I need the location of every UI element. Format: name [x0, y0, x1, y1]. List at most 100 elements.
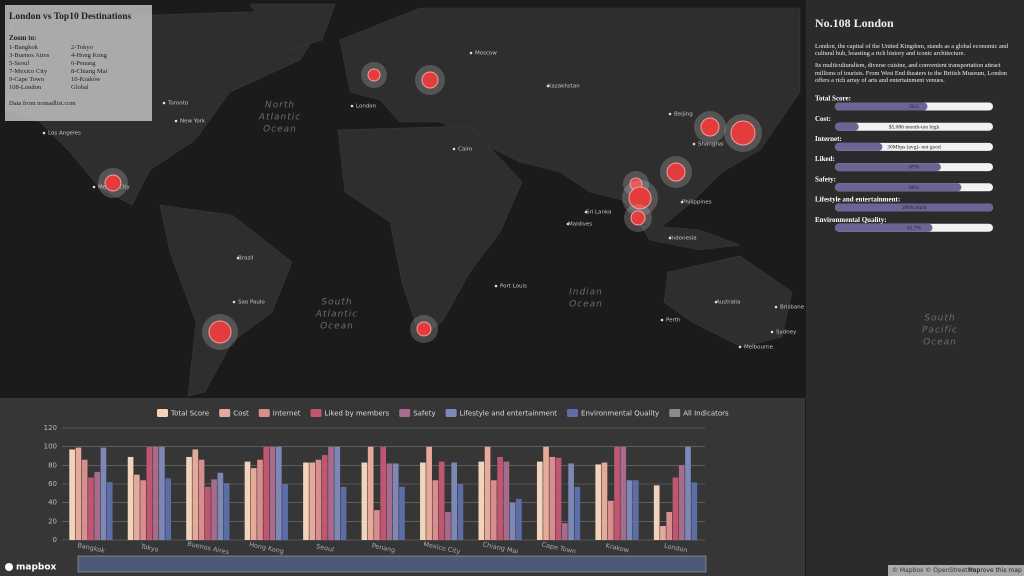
destination-marker[interactable] [367, 68, 381, 82]
bar [457, 484, 464, 540]
zoom-item[interactable]: 6-Penang [71, 60, 96, 67]
bar [509, 502, 516, 540]
layer: North Atlantic Ocean South Atlantic Ocean Indi… [5, 51, 1024, 576]
bar [678, 465, 685, 540]
zoom-item[interactable]: 4-Hong Kong [71, 52, 107, 59]
legend-swatch[interactable] [669, 409, 681, 417]
metric-label: Total Score: [815, 95, 851, 103]
destination-marker[interactable] [628, 186, 652, 210]
legend-swatch[interactable] [399, 409, 411, 417]
bar [497, 456, 503, 540]
zoom-item[interactable]: 108-London [9, 84, 42, 91]
bar [653, 485, 660, 540]
bar [165, 478, 172, 540]
zoom-label: Zoom to: [9, 34, 37, 42]
zoom-slider[interactable] [77, 555, 707, 573]
bar [438, 461, 445, 540]
bar [491, 480, 497, 540]
bar [478, 461, 485, 540]
destination-marker[interactable] [630, 210, 646, 226]
bar [244, 461, 251, 540]
legend-swatch[interactable] [157, 409, 168, 417]
ocean-label: Indian [569, 288, 603, 298]
ocean-label: Atlantic [315, 310, 358, 320]
bar [420, 462, 426, 540]
metric-bar [835, 102, 928, 111]
legend-swatch[interactable] [310, 409, 322, 417]
place-dot [494, 284, 498, 288]
bar [568, 463, 574, 540]
zoom-item[interactable]: 7-Mexico City [9, 68, 48, 75]
zoom-item[interactable]: 5-Seoul [9, 60, 30, 67]
metric-bar [835, 142, 883, 151]
place-label: Sao Paulo [238, 300, 265, 306]
legend-swatch[interactable] [445, 409, 457, 417]
y-tick-label: 40 [48, 499, 57, 507]
legend-label[interactable]: Safety [413, 410, 435, 418]
destination-marker[interactable] [666, 162, 686, 182]
destination-marker[interactable] [730, 120, 756, 146]
legend-label[interactable]: Environmental Quality [581, 410, 659, 418]
destination-marker[interactable] [421, 71, 439, 89]
place-label: Shanghai [698, 142, 724, 148]
bar [516, 498, 522, 540]
legend-label[interactable]: Internet [273, 410, 301, 418]
place-dot [350, 104, 354, 108]
bar [315, 459, 322, 540]
legend-swatch[interactable] [219, 409, 231, 417]
place-label: Australia [716, 300, 740, 306]
destination-marker[interactable] [208, 320, 232, 344]
legend-swatch[interactable] [258, 409, 270, 417]
legend-label[interactable]: All Indicators [683, 410, 729, 418]
improve-link[interactable]: Improve this map [969, 567, 1022, 574]
legend-label[interactable]: Lifestyle and entertainment [460, 410, 558, 418]
place-dot [452, 147, 456, 151]
bar [146, 446, 153, 540]
zoom-item[interactable]: Global [71, 84, 89, 91]
zoom-item[interactable]: 10-Kraków [71, 76, 101, 83]
place-label: Sydney [776, 330, 797, 336]
destination-marker[interactable] [416, 321, 432, 337]
destination-marker[interactable] [104, 174, 122, 192]
metric-bar [835, 223, 933, 232]
metric-label: Cost: [815, 115, 831, 123]
zoom-item[interactable]: 8-Chiang Mai [71, 68, 108, 75]
place-dot [668, 112, 672, 116]
metric-bar [835, 163, 941, 172]
bar [445, 512, 451, 540]
ocean-label: North [265, 101, 295, 111]
zoom-item[interactable]: 3-Buenos Aires [9, 52, 50, 59]
zoom-item[interactable]: 1-Bangkok [9, 44, 38, 51]
bar [127, 456, 134, 540]
metric-value: 61.7% [907, 225, 922, 231]
destination-marker[interactable] [700, 117, 720, 137]
bar [380, 446, 387, 540]
place-dot [714, 300, 718, 304]
legend-label[interactable]: Total Score [170, 410, 209, 418]
zoom-item[interactable]: 9-Cape Town [9, 76, 44, 83]
legend-label[interactable]: Cost [233, 410, 249, 418]
bar [374, 510, 380, 540]
place-label: Cairo [458, 147, 473, 153]
bar [134, 474, 140, 540]
bar [303, 462, 309, 540]
bar [601, 462, 608, 540]
bar [211, 479, 217, 540]
y-tick-label: 120 [44, 424, 57, 432]
legend-swatch[interactable] [567, 409, 579, 417]
bar [334, 446, 341, 540]
zoom-item[interactable]: 2-Tokyo [71, 44, 93, 51]
y-tick-label: 0 [53, 536, 57, 544]
bar [321, 455, 328, 540]
place-dot [668, 236, 672, 240]
attribution-bg [888, 565, 1024, 576]
info-text: London, the capital of the United Kingdo… [815, 43, 1009, 58]
mapbox-icon [5, 563, 13, 571]
bar [666, 512, 673, 540]
info-panel-bg [806, 0, 1024, 576]
legend-label[interactable]: Liked by members [325, 410, 390, 418]
bar [386, 463, 393, 540]
land [4, 3, 801, 397]
place-dot [469, 51, 473, 55]
place-dot [660, 318, 664, 322]
